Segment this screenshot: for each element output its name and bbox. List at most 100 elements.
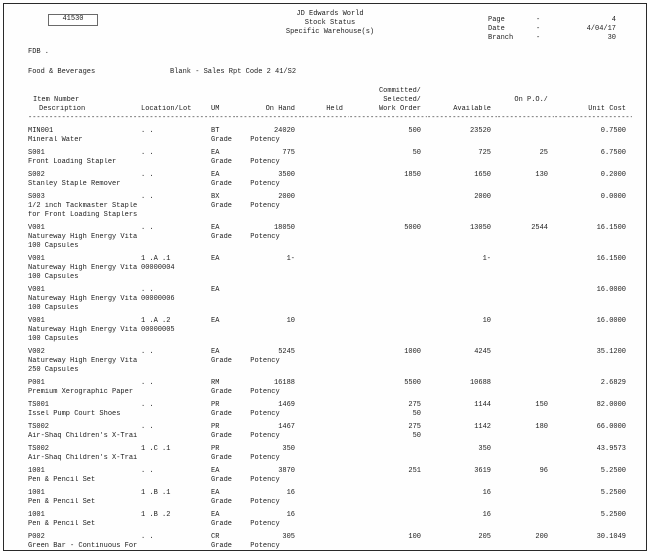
report-line: V001 . . EA 18050 5000 13050 2544 16.1500 bbox=[28, 220, 632, 233]
report-line: Front Loading Stapler Grade Potency bbox=[28, 158, 632, 167]
cell-available bbox=[427, 264, 497, 273]
cell-on-po bbox=[497, 313, 554, 326]
report-line: 100 Capsules bbox=[28, 242, 632, 251]
cell-committed bbox=[349, 357, 427, 366]
cell-on-hand: 10 bbox=[286, 317, 295, 325]
report-line: Pen & Pencil Set Grade Potency bbox=[28, 498, 632, 507]
cell-um bbox=[211, 295, 235, 304]
cell-item: V001 bbox=[28, 317, 45, 325]
cell-on-hand bbox=[235, 273, 301, 282]
cell-on-po bbox=[497, 485, 554, 498]
cell-available bbox=[427, 96, 497, 105]
cell-committed bbox=[349, 507, 427, 520]
report-line: Pen & Pencil Set Grade Potency bbox=[28, 520, 632, 529]
cell-item: Green Bar - Continuous For bbox=[28, 542, 138, 550]
cell-um: Grade bbox=[211, 542, 233, 550]
cell-committed bbox=[349, 136, 427, 145]
cell-item: Issel Pump Court Shoes bbox=[28, 410, 121, 418]
cell-loc: . . bbox=[141, 149, 154, 157]
cell-committed: 50 bbox=[412, 432, 421, 440]
cell-unit-cost: 6.7500 bbox=[600, 149, 626, 157]
cell-um bbox=[211, 96, 235, 105]
cell-available: Available bbox=[453, 105, 491, 113]
cell-available: 725 bbox=[478, 149, 491, 157]
cell-um: Grade bbox=[211, 520, 233, 528]
report-line: Natureway High Energy Vita 00000006 bbox=[28, 295, 632, 304]
cell-on-po bbox=[497, 476, 554, 485]
report-line: Mineral Water Grade Potency bbox=[28, 136, 632, 145]
report-line: MIN001 . . BT 24020 500 23520 0.7500 bbox=[28, 123, 632, 136]
cell-um: EA bbox=[211, 489, 220, 497]
cell-held: -------------- bbox=[301, 114, 349, 122]
cell-on-po: 180 bbox=[535, 423, 548, 431]
cell-unit-cost bbox=[554, 388, 632, 397]
cell-available bbox=[427, 136, 497, 145]
cell-on-po bbox=[497, 180, 554, 189]
warehouse-code: FDB . bbox=[28, 48, 50, 56]
cell-available bbox=[427, 242, 497, 251]
cell-held bbox=[301, 529, 349, 542]
cell-item: Natureway High Energy Vita bbox=[28, 264, 138, 272]
cell-loc bbox=[141, 335, 211, 344]
page-separator: - bbox=[536, 16, 541, 24]
cell-on-hand: 16188 bbox=[273, 379, 295, 387]
cell-unit-cost: -------------------- bbox=[554, 114, 632, 122]
report-line: Premium Xerographic Paper Grade Potency bbox=[28, 388, 632, 397]
cell-held bbox=[301, 432, 349, 441]
cell-um: Grade bbox=[211, 432, 233, 440]
cell-unit-cost: 0.7500 bbox=[600, 127, 626, 135]
meta-branch-row: Branch - 30 bbox=[488, 34, 616, 43]
cell-loc bbox=[141, 233, 211, 242]
date-label: Date bbox=[488, 25, 505, 33]
cell-held bbox=[301, 180, 349, 189]
item-block: V001. . EA 16.0000 Natureway High Energy Vi… bbox=[28, 282, 632, 313]
cell-on-po bbox=[497, 326, 554, 335]
cell-on-hand: 16 bbox=[286, 489, 295, 497]
cell-loc: . . bbox=[141, 193, 154, 201]
cell-unit-cost: 2.6829 bbox=[600, 379, 626, 387]
cell-unit-cost: Unit Cost bbox=[588, 105, 626, 113]
cell-available: 10 bbox=[482, 317, 491, 325]
cell-item: Front Loading Stapler bbox=[28, 158, 117, 166]
cell-available bbox=[427, 211, 497, 220]
cell-on-hand bbox=[235, 87, 301, 96]
cell-unit-cost bbox=[554, 202, 632, 211]
cell-on-po bbox=[497, 87, 554, 96]
cell-um: Grade bbox=[211, 233, 233, 241]
cell-item: 250 Capsules bbox=[28, 366, 79, 374]
cell-committed bbox=[349, 366, 427, 375]
cell-unit-cost: 82.0000 bbox=[596, 401, 626, 409]
cell-on-po bbox=[497, 304, 554, 313]
cell-item: -------------------------------- bbox=[28, 114, 141, 122]
cell-on-po bbox=[497, 233, 554, 242]
cell-held bbox=[301, 251, 349, 264]
cell-held bbox=[301, 158, 349, 167]
cell-committed bbox=[349, 282, 427, 295]
cell-um: EA bbox=[211, 171, 220, 179]
cell-held bbox=[301, 375, 349, 388]
cell-on-po bbox=[497, 454, 554, 463]
cell-committed bbox=[349, 498, 427, 507]
cell-um: Grade bbox=[211, 202, 233, 210]
cell-um bbox=[211, 304, 235, 313]
report-line: 1001 1 .B .2 EA 16 16 5.2500 bbox=[28, 507, 632, 520]
cell-um bbox=[211, 335, 235, 344]
cell-available: 23520 bbox=[469, 127, 491, 135]
cell-on-po bbox=[497, 432, 554, 441]
cell-unit-cost: 16.1500 bbox=[596, 255, 626, 263]
cell-unit-cost: 5.2500 bbox=[600, 511, 626, 519]
cell-on-hand bbox=[235, 366, 301, 375]
cell-held bbox=[301, 123, 349, 136]
cell-committed: 275 bbox=[408, 401, 421, 409]
cell-um: EA bbox=[211, 317, 220, 325]
cell-item: 1/2 inch Tackmaster Staple bbox=[28, 202, 138, 210]
cell-committed bbox=[349, 180, 427, 189]
cell-held bbox=[301, 520, 349, 529]
cell-um: RM bbox=[211, 379, 220, 387]
cell-item: Premium Xerographic Paper bbox=[28, 388, 134, 396]
cell-item: for Front Loading Staplers bbox=[28, 211, 138, 219]
cell-on-po bbox=[497, 189, 554, 202]
cell-loc: 1 .A .2 bbox=[141, 317, 171, 325]
cell-available: 16 bbox=[482, 511, 491, 519]
cell-um: Grade bbox=[211, 180, 233, 188]
